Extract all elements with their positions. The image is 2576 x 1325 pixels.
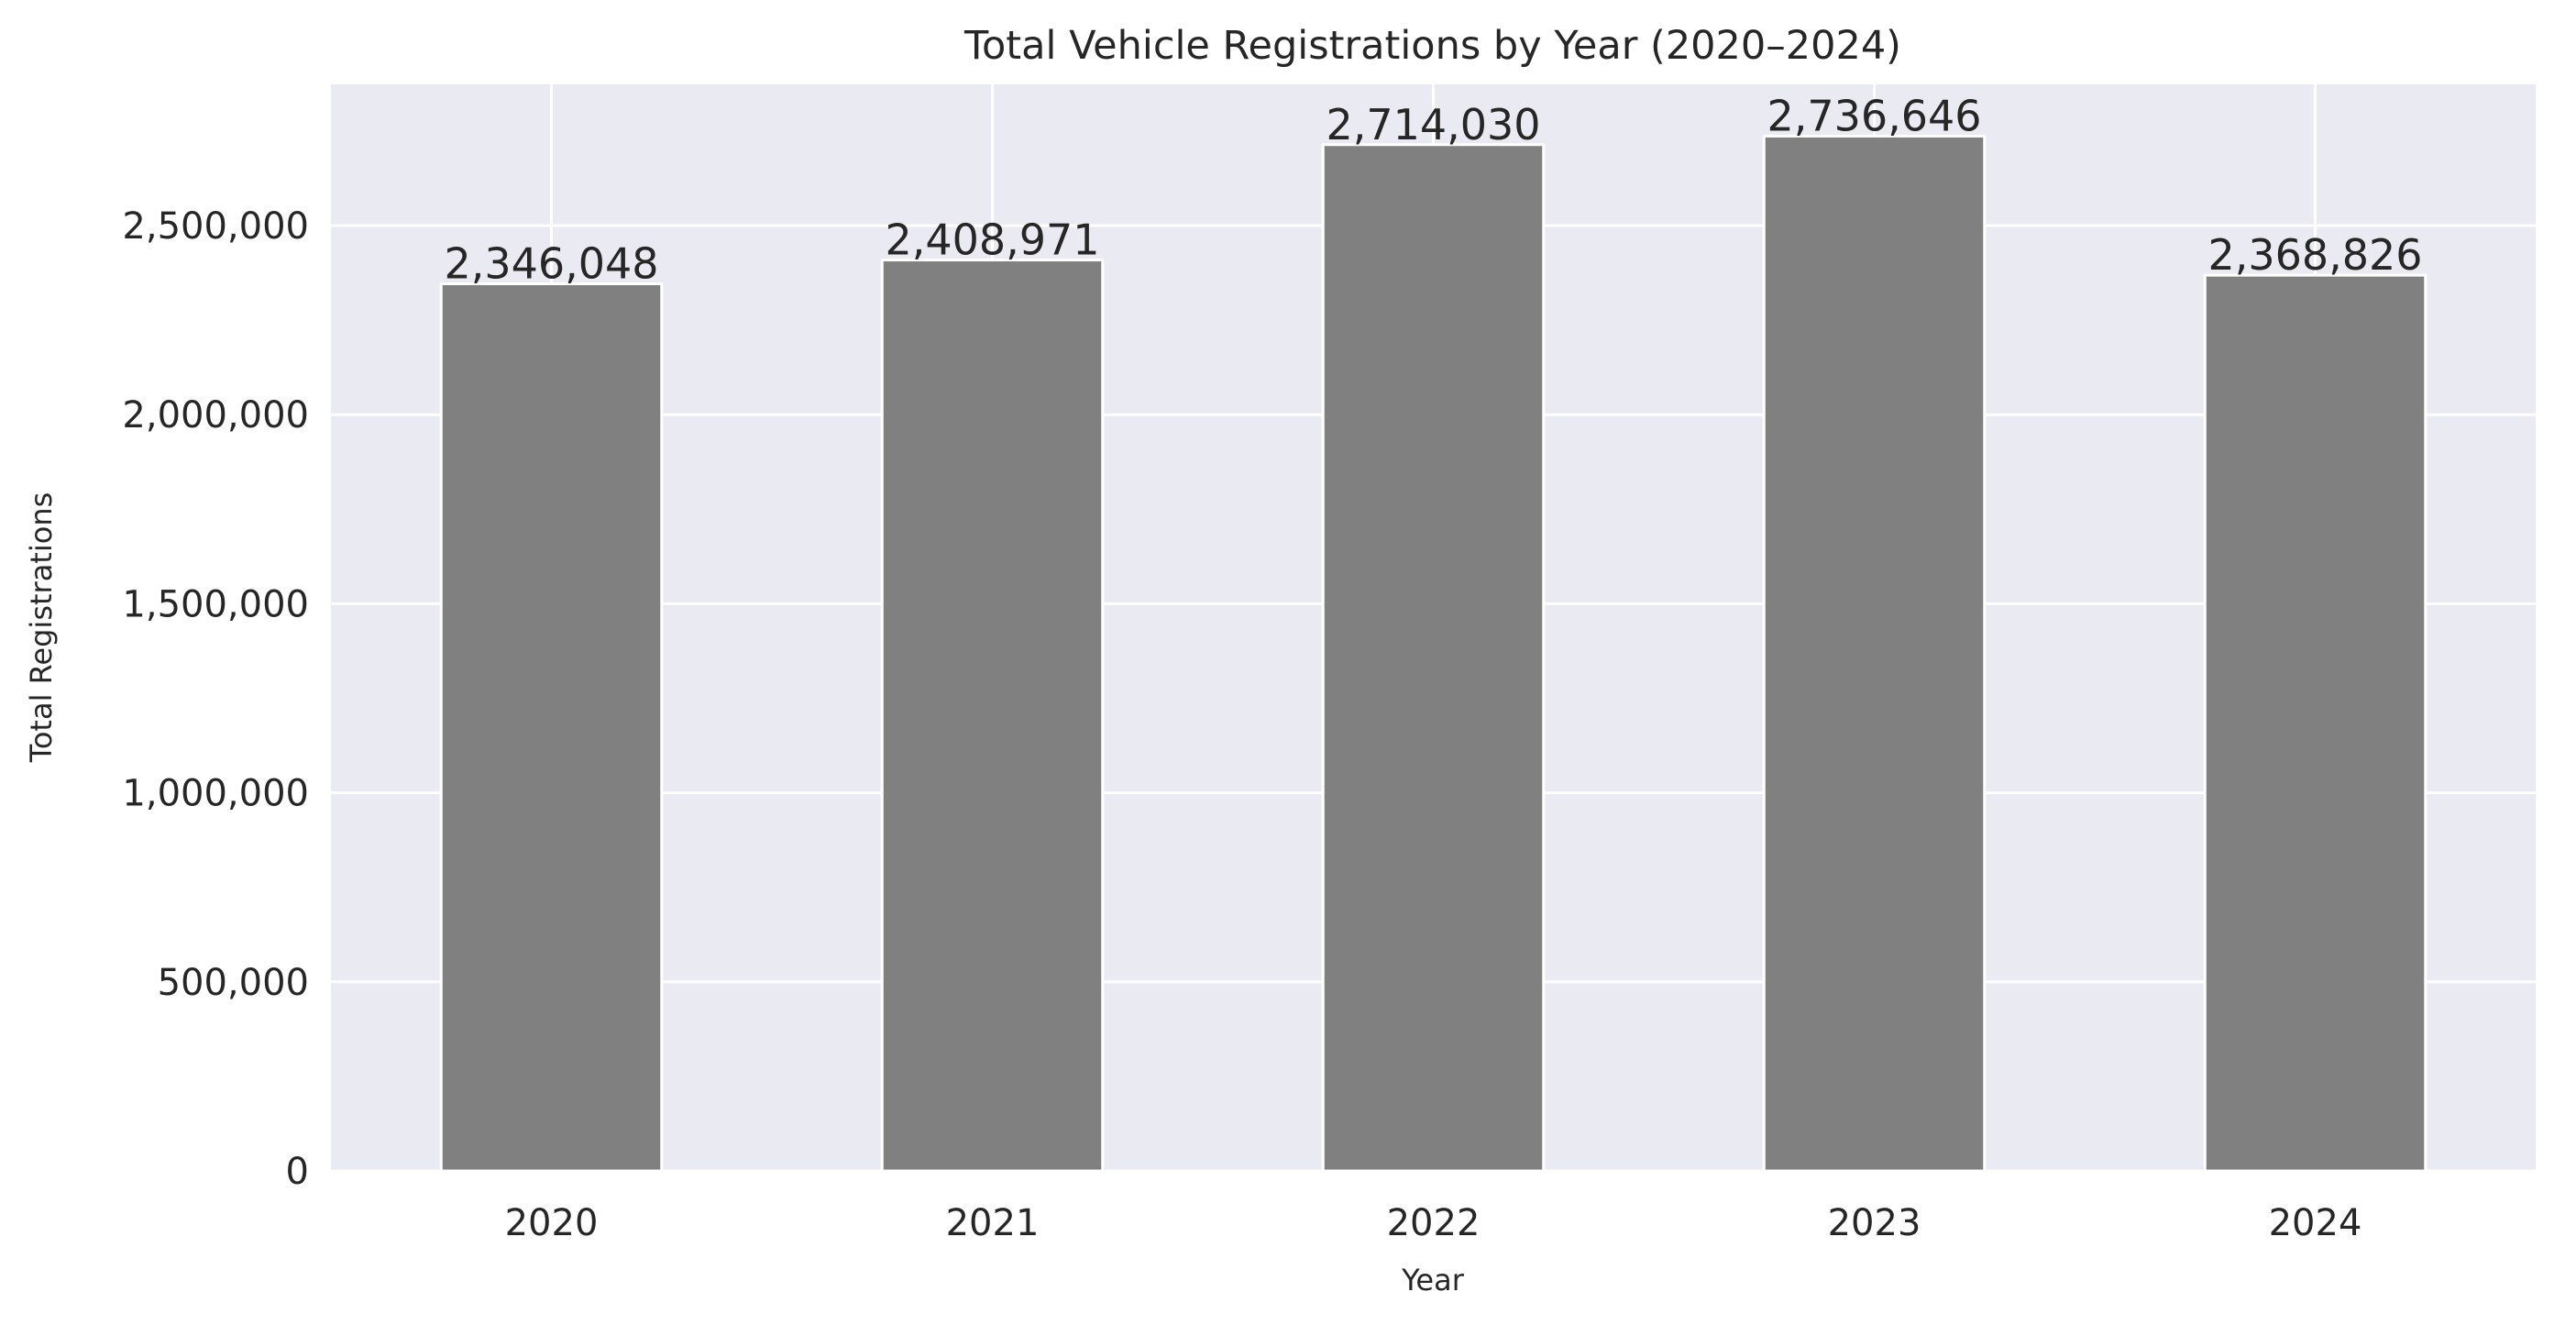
y-tick-label: 1,000,000 [122, 773, 309, 815]
data-label-2021: 2,408,971 [885, 215, 1099, 265]
y-tick-label: 500,000 [158, 962, 309, 1004]
bar-2023 [1762, 134, 1987, 1173]
bar-2022 [1321, 143, 1546, 1173]
y-tick-label: 2,000,000 [122, 394, 309, 436]
x-tick-label: 2023 [1828, 1202, 1921, 1244]
data-label-2022: 2,714,030 [1326, 100, 1540, 149]
x-tick-label: 2020 [505, 1202, 599, 1244]
bar-2021 [880, 259, 1105, 1173]
data-label-2024: 2,368,826 [2207, 230, 2422, 280]
data-label-2020: 2,346,048 [444, 239, 658, 289]
x-tick-label: 2022 [1387, 1202, 1481, 1244]
bar-2020 [439, 282, 664, 1173]
y-axis-label: Total Registrations [24, 492, 59, 764]
x-axis-label: Year [1401, 1263, 1465, 1297]
x-axis-ticks: 2020 2021 2022 2023 2024 [505, 1202, 2362, 1244]
y-tick-label: 0 [286, 1151, 309, 1193]
y-tick-label: 2,500,000 [122, 205, 309, 248]
data-label-2023: 2,736,646 [1767, 91, 1981, 140]
bar-2024 [2203, 273, 2427, 1173]
x-tick-label: 2024 [2269, 1202, 2362, 1244]
chart-title: Total Vehicle Registrations by Year (202… [963, 23, 1901, 69]
data-labels: 2,346,048 2,408,971 2,714,030 2,736,646 2,36… [444, 91, 2422, 288]
y-tick-label: 1,500,000 [122, 583, 309, 625]
bars [439, 134, 2427, 1173]
x-tick-label: 2021 [946, 1202, 1040, 1244]
y-axis-ticks: 0 500,000 1,000,000 1,500,000 2,000,000 2,500… [122, 205, 309, 1193]
